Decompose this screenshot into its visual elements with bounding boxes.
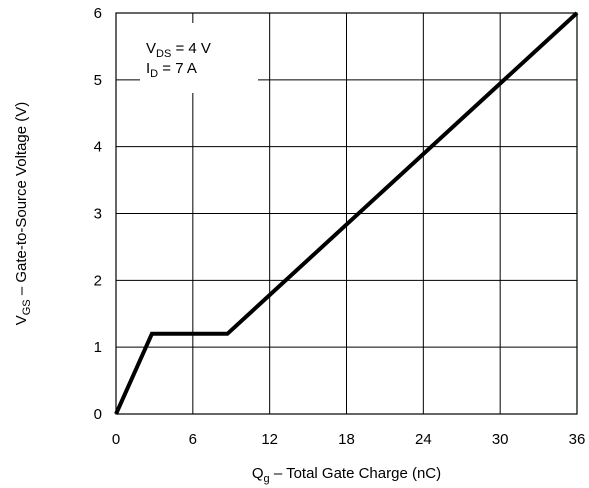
x-tick-label: 6 (189, 431, 197, 448)
y-tick-label: 1 (94, 339, 102, 356)
annotation-v-ds: VDS = 4 V (146, 40, 211, 60)
x-tick-label: 24 (415, 431, 432, 448)
annotation-i-d: ID = 7 A (146, 60, 197, 80)
y-tick-label: 3 (94, 206, 102, 223)
y-tick-label: 2 (94, 272, 102, 289)
annotations: VDS = 4 VID = 7 A (146, 40, 211, 80)
x-tick-label: 0 (112, 431, 120, 448)
x-axis-label: Qg – Total Gate Charge (nC) (252, 465, 441, 485)
plot-frame (115, 12, 578, 415)
y-tick-label: 6 (94, 5, 102, 22)
x-tick-label: 36 (569, 431, 586, 448)
grid-lines (116, 13, 577, 414)
y-tick-label: 0 (94, 406, 102, 423)
x-tick-label: 18 (338, 431, 355, 448)
y-axis-label: VGS – Gate-to-Source Voltage (V) (13, 102, 33, 326)
x-tick-label: 30 (492, 431, 509, 448)
y-tick-label: 5 (94, 72, 102, 89)
series-line (114, 11, 579, 415)
annotation-background (140, 23, 258, 93)
x-tick-label: 12 (261, 431, 278, 448)
y-tick-label: 4 (94, 139, 102, 156)
